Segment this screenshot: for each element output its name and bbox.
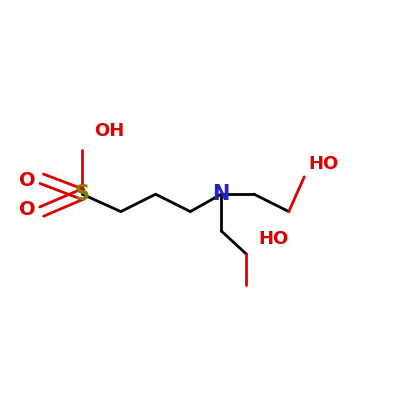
- Text: HO: HO: [308, 155, 338, 173]
- Text: O: O: [19, 200, 36, 219]
- Text: O: O: [19, 171, 36, 190]
- Text: S: S: [75, 184, 90, 204]
- Text: N: N: [212, 184, 230, 204]
- Text: OH: OH: [94, 122, 124, 140]
- Text: HO: HO: [258, 230, 288, 248]
